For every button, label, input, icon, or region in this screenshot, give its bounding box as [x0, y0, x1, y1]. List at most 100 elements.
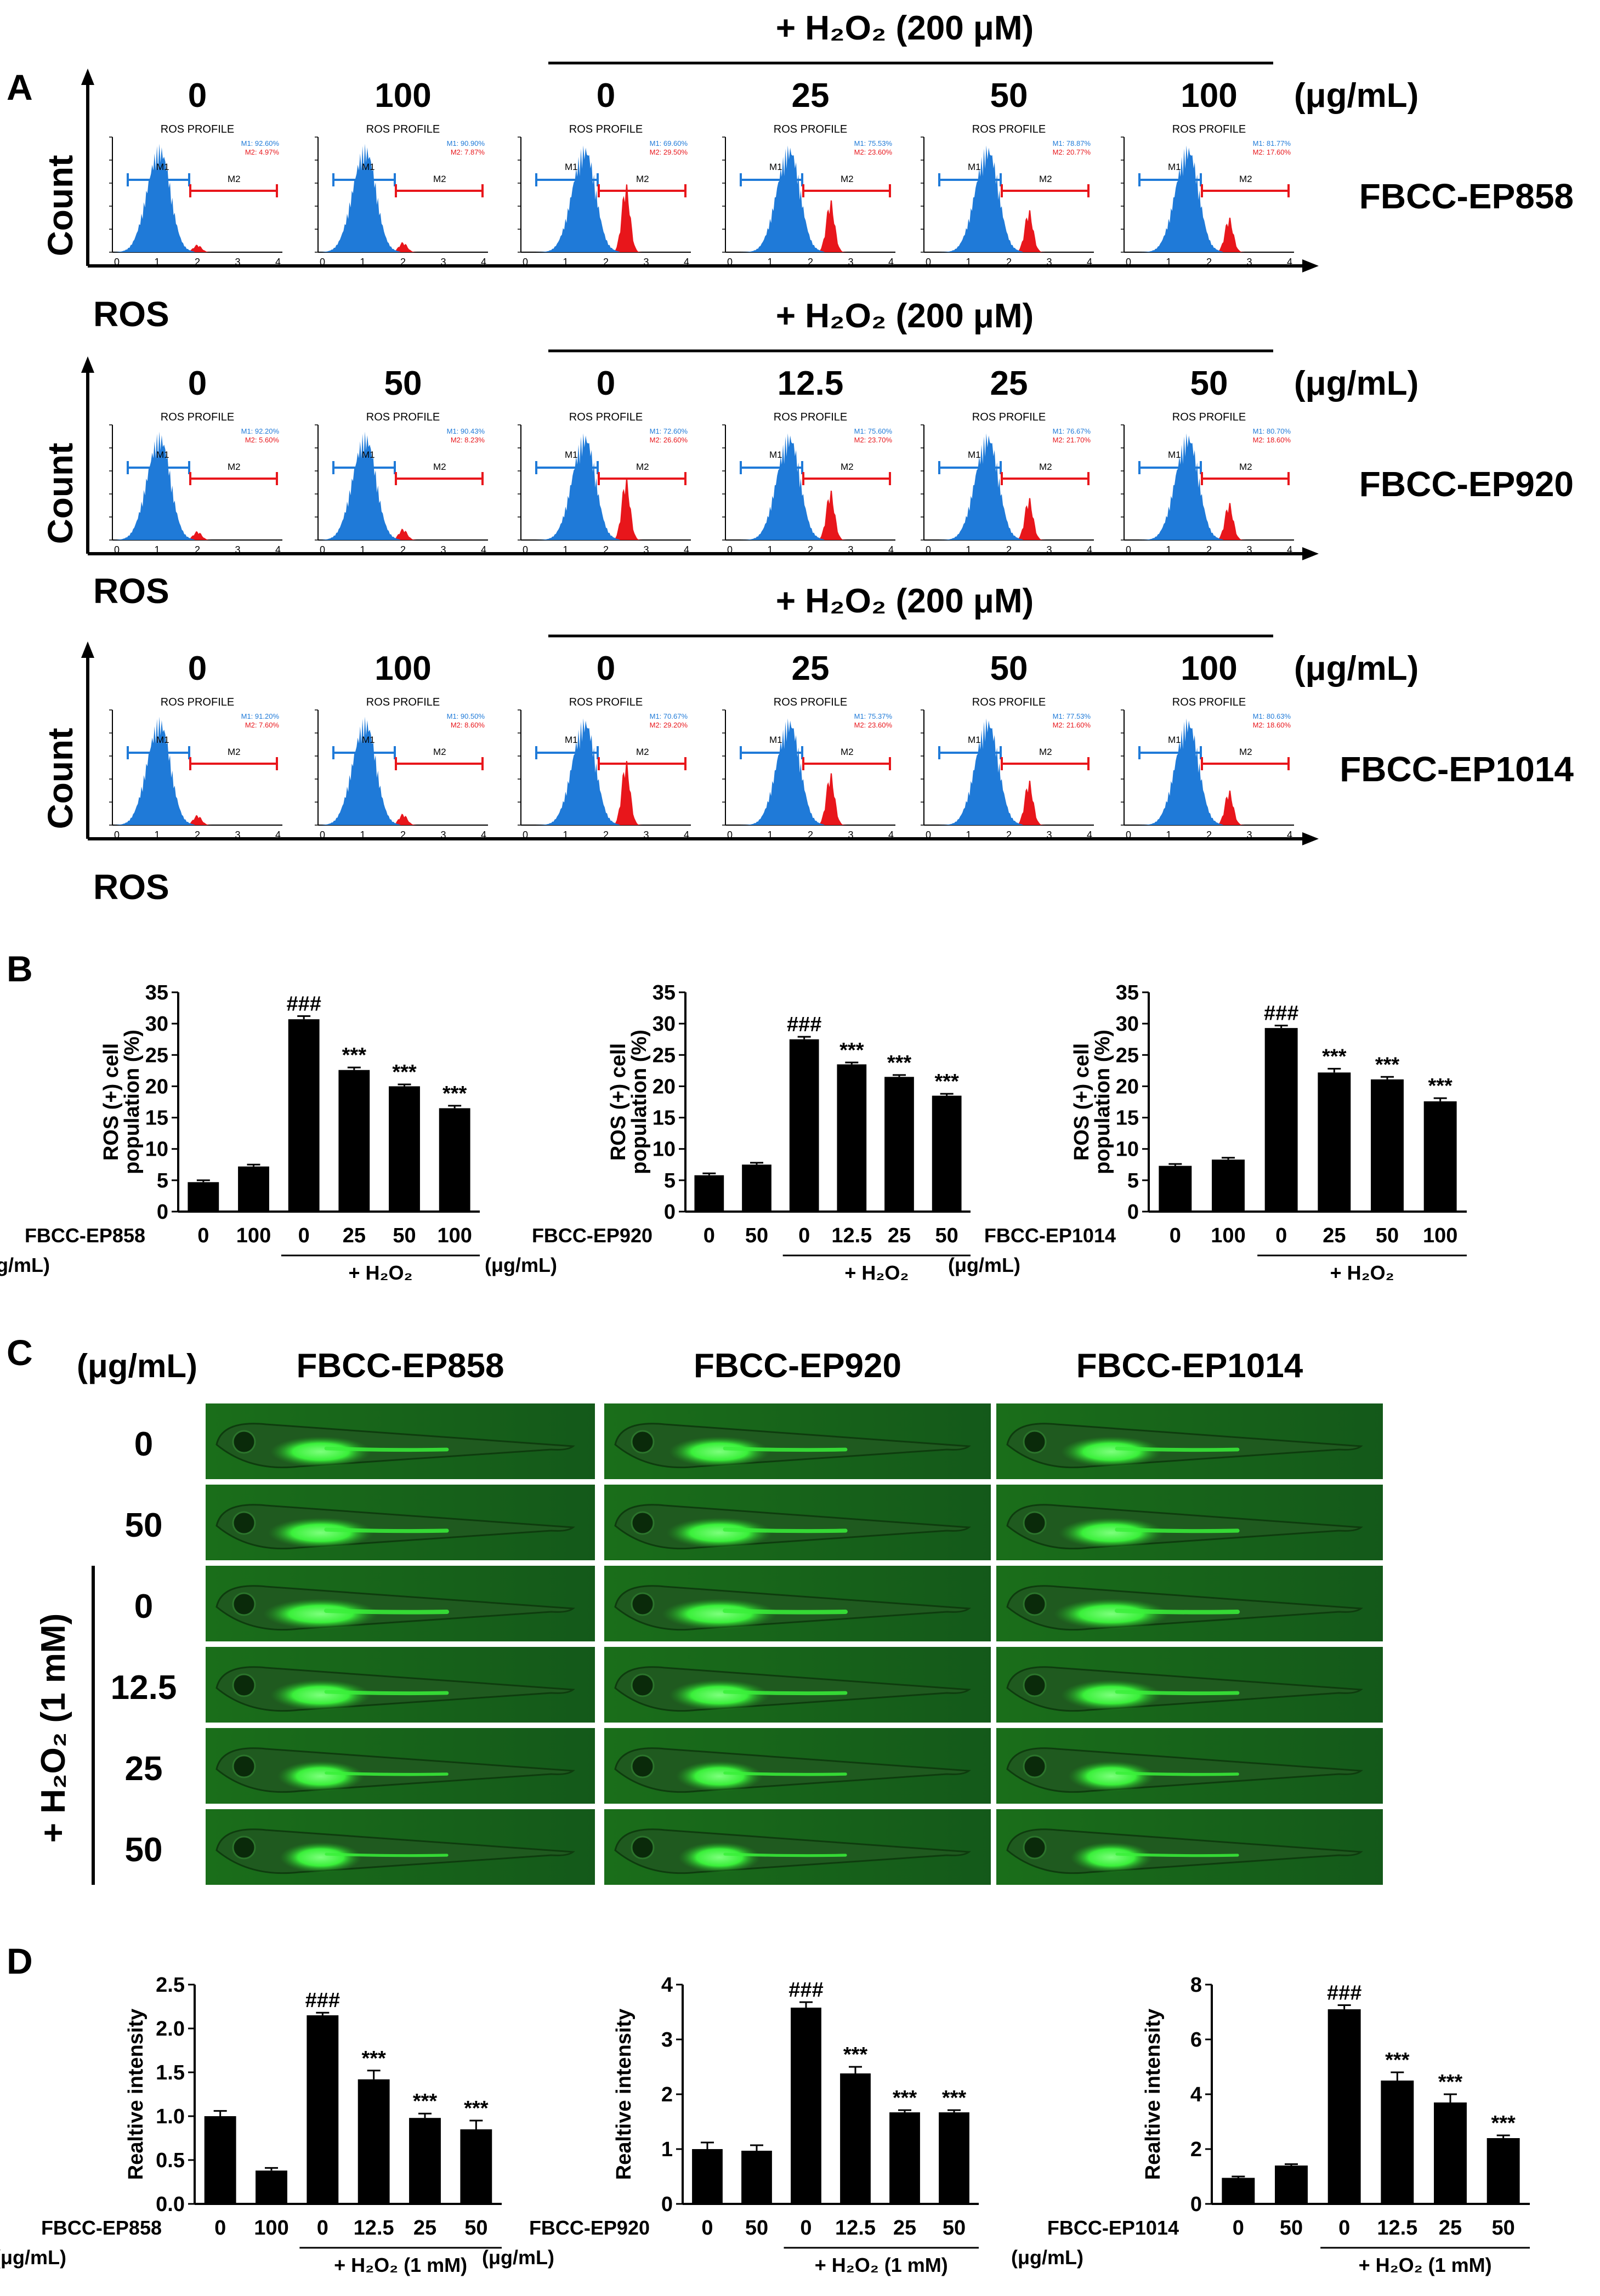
mini-x-tick-label: 0 [1126, 829, 1131, 840]
dose-unit-a: (μg/mL) [1294, 365, 1419, 402]
m2-percent: M2: 21.70% [1053, 436, 1091, 444]
dose-label-a: 0 [188, 365, 207, 402]
bar [889, 2112, 920, 2204]
significance-label: *** [839, 1039, 864, 1062]
m1-gate-label: M1 [362, 735, 375, 745]
m1-histogram [727, 433, 894, 540]
significance-label: *** [1385, 2049, 1410, 2072]
mini-x-tick-label: 4 [684, 257, 689, 268]
m1-percent: M1: 75.37% [854, 712, 893, 720]
bar [1275, 2166, 1308, 2204]
bar [389, 1086, 420, 1212]
ros-profile-title: ROS PROFILE [161, 411, 234, 423]
m2-histogram [320, 528, 486, 540]
fluorescence-yolk [270, 1436, 372, 1467]
m2-gate-label: M2 [228, 174, 241, 184]
mini-x-tick-label: 2 [603, 829, 609, 840]
ros-profile-title: ROS PROFILE [161, 696, 234, 708]
category-label: 25 [413, 2217, 436, 2240]
fish-eye [1023, 1430, 1047, 1454]
m2-gate-label: M2 [433, 174, 446, 184]
bar-chart: 0 2 4 6 8 Realtive intensity 0 50 ### 0 *** 12.5 ***… [1011, 1974, 1530, 2276]
fish-eye [1023, 1511, 1047, 1535]
y-tick-label: 10 [1116, 1138, 1139, 1161]
dose-label-a: 12.5 [778, 365, 844, 402]
y-tick-label: 0 [1190, 2193, 1202, 2216]
fish-eye [631, 1754, 655, 1778]
dose-unit-a: (μg/mL) [1294, 77, 1419, 115]
m2-percent: M2: 20.77% [1053, 148, 1091, 156]
count-axis-label: Count [41, 728, 80, 829]
mini-x-tick-label: 3 [1046, 257, 1052, 268]
panel-label-b: B [7, 948, 33, 989]
fluorescence-gut [324, 1690, 449, 1696]
m2-percent: M2: 23.60% [854, 148, 893, 156]
mini-x-tick-label: 3 [643, 544, 649, 555]
histogram-plot: ROS PROFILE 0 1 2 3 4 M1 M2 M1: 76.67%M2: 21.70% [921, 411, 1094, 555]
m2-gate-label: M2 [1039, 174, 1052, 184]
y-tick-label: 2 [1190, 2138, 1202, 2161]
fluorescence-yolk [1058, 1518, 1165, 1548]
mini-x-tick-label: 4 [481, 544, 486, 555]
bar [460, 2129, 492, 2204]
y-tick-label: 3 [661, 2028, 673, 2051]
fluorescence-yolk [1060, 1680, 1162, 1710]
m2-percent: M2: 23.60% [854, 721, 893, 729]
zebrafish-image [996, 1485, 1383, 1560]
fluorescence-gut [723, 1446, 848, 1452]
m1-percent: M1: 77.53% [1053, 712, 1091, 720]
category-label: 0 [701, 2217, 713, 2240]
m1-gate-label: M1 [769, 162, 782, 172]
significance-label: *** [1491, 2112, 1516, 2135]
panel-label-d: D [7, 1941, 33, 1981]
fluorescence-yolk [668, 1436, 770, 1467]
mini-x-tick-label: 0 [523, 829, 528, 840]
significance-label: ### [286, 992, 321, 1015]
m2-gate-label: M2 [841, 462, 854, 472]
histogram-plot: ROS PROFILE 0 1 2 3 4 M1 M2 M1: 80.70%M2: 18.60% [1121, 411, 1294, 555]
sample-name-label: FBCC-EP858 [41, 2217, 162, 2239]
y-tick-label: 35 [145, 981, 168, 1004]
mini-x-tick-label: 3 [440, 829, 446, 840]
mini-x-tick-label: 3 [235, 544, 240, 555]
significance-label: *** [942, 2087, 967, 2110]
significance-label: *** [934, 1070, 959, 1093]
y-tick-label: 1 [661, 2138, 673, 2161]
zebrafish-image [206, 1566, 595, 1641]
unit-label: (μg/mL) [1011, 2246, 1083, 2269]
bar [741, 2151, 772, 2204]
mini-x-tick-label: 0 [926, 257, 931, 268]
category-label: 100 [1211, 1224, 1245, 1247]
sample-name-label: FBCC-EP1014 [984, 1224, 1116, 1247]
mini-x-tick-label: 1 [966, 257, 971, 268]
sample-name-c: FBCC-EP1014 [1076, 1347, 1303, 1385]
dose-label-a: 100 [375, 77, 431, 115]
count-axis-label: Count [41, 443, 80, 544]
bar [238, 1166, 269, 1212]
y-tick-label: 0 [1127, 1201, 1139, 1224]
significance-label: *** [1438, 2071, 1463, 2094]
histogram-plot: ROS PROFILE 0 1 2 3 4 M1 M2 M1: 72.60%M2: 26.60% [518, 411, 691, 555]
significance-label: *** [342, 1044, 367, 1067]
fish-eye [232, 1673, 256, 1697]
y-axis-label: population (%) [1091, 1030, 1114, 1174]
bar [694, 1175, 724, 1212]
fish-eye [232, 1754, 256, 1778]
significance-label: *** [464, 2097, 489, 2120]
dose-label-a: 25 [792, 77, 830, 115]
histogram-plot: ROS PROFILE 0 1 2 3 4 M1 M2 M1: 75.60%M2: 23.70% [722, 411, 895, 555]
dose-label-c: 50 [125, 1507, 163, 1544]
histogram-plot: ROS PROFILE 0 1 2 3 4 M1 M2 M1: 91.20%M2: 7.60% [109, 696, 282, 840]
dose-label-a: 25 [792, 650, 830, 687]
fluorescence-gut [723, 1527, 848, 1533]
bar [884, 1077, 914, 1212]
significance-label: *** [843, 2043, 868, 2066]
m1-percent: M1: 92.20% [241, 427, 280, 435]
mini-x-tick-label: 4 [888, 257, 894, 268]
mini-x-tick-label: 0 [1126, 257, 1131, 268]
mini-x-tick-label: 4 [481, 829, 486, 840]
m1-histogram [926, 718, 1092, 825]
histogram-plot: ROS PROFILE 0 1 2 3 4 M1 M2 M1: 70.67%M2: 29.20% [518, 696, 691, 840]
category-label: 0 [298, 1224, 310, 1247]
